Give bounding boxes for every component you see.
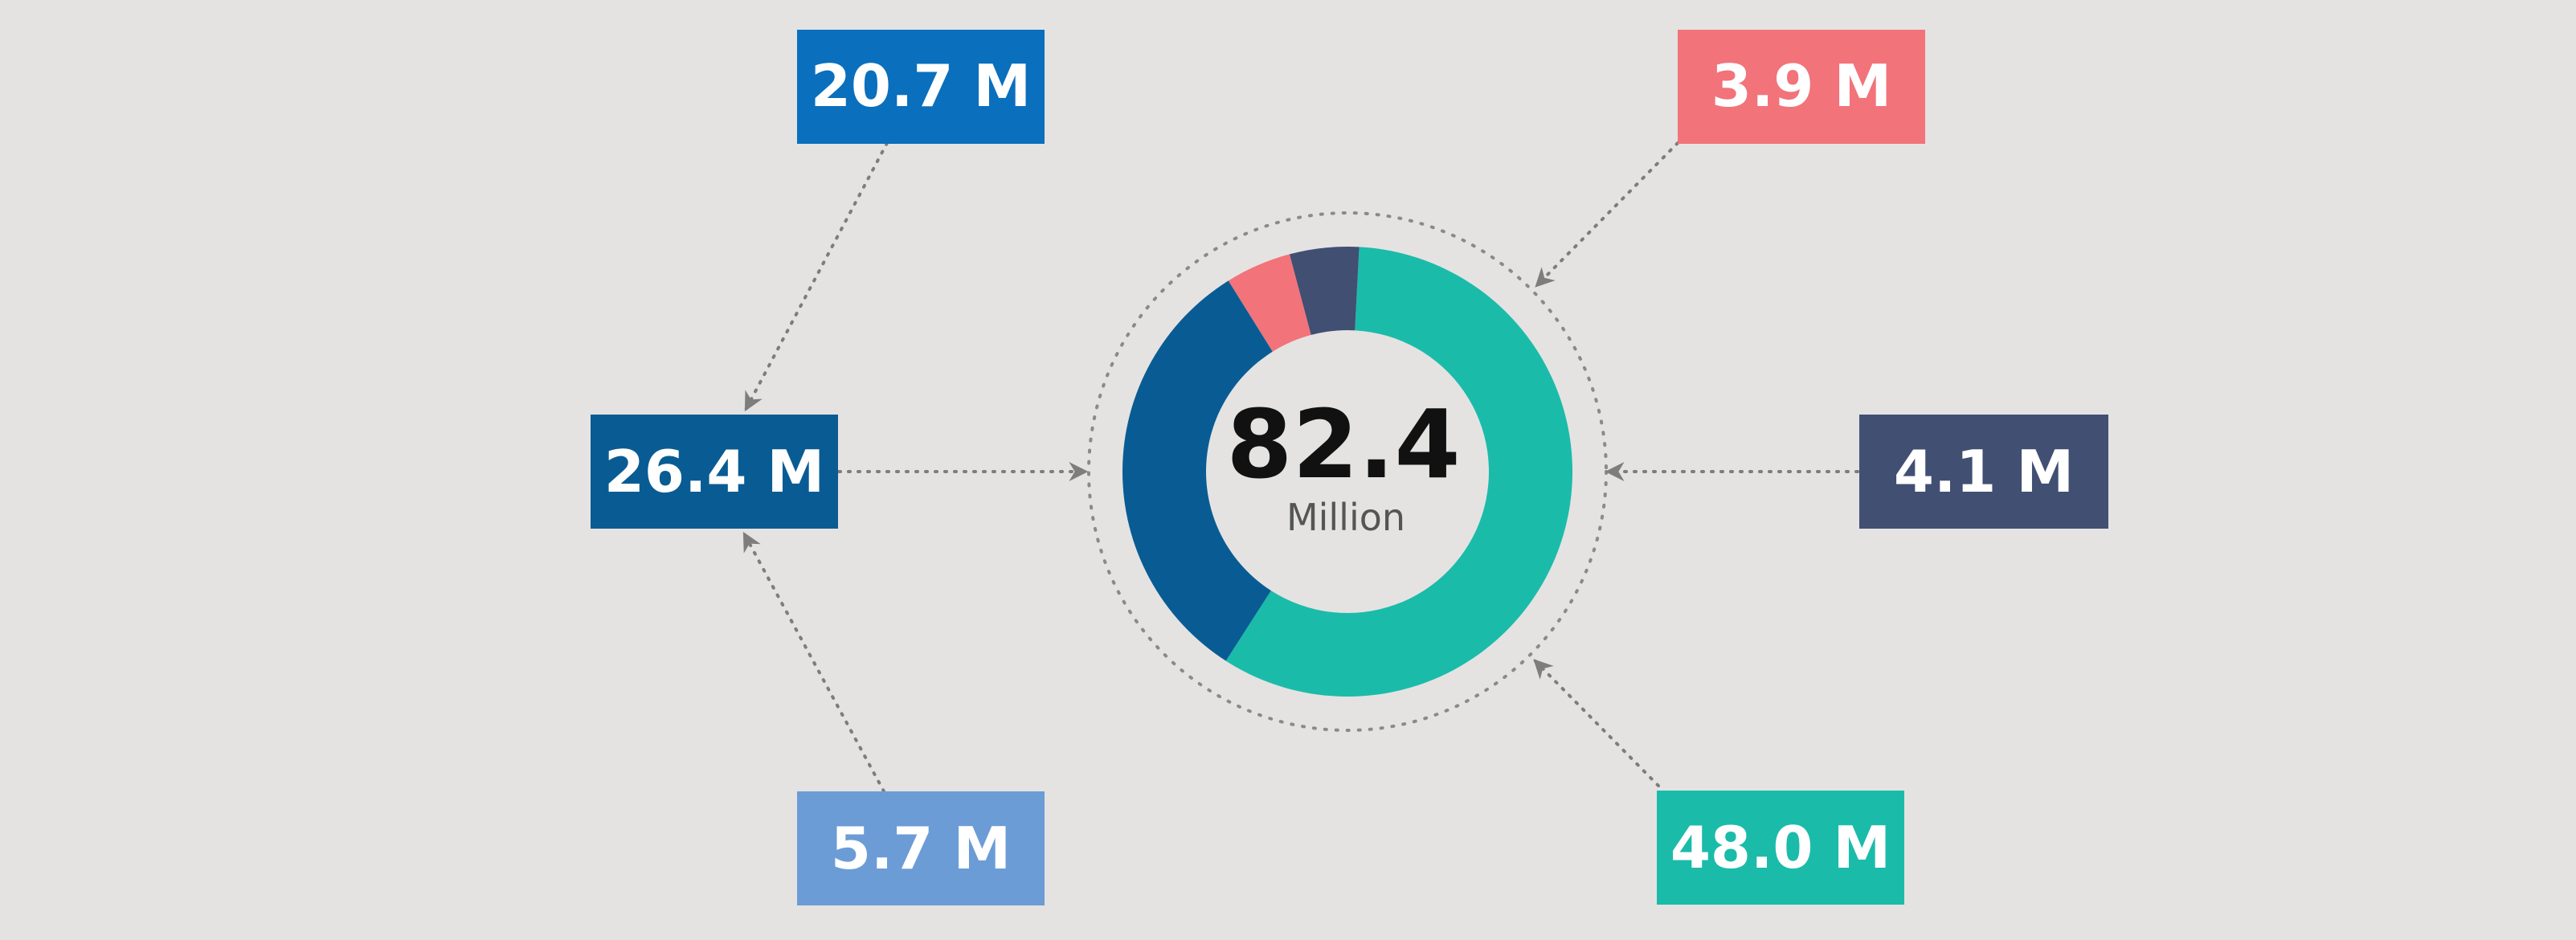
label-pink: 3.9 M — [1678, 30, 1925, 144]
donut-slice-teal — [1225, 247, 1572, 697]
label-value-teal: 48.0 M — [1670, 814, 1891, 881]
label-value-light-blue: 5.7 M — [831, 815, 1011, 882]
label-value-dark-blue: 20.7 M — [811, 52, 1031, 120]
label-box-pink — [1678, 30, 1925, 144]
donut-slice-pink — [1228, 254, 1311, 352]
connector-teal — [1533, 659, 1660, 787]
label-box-dark-blue — [797, 30, 1045, 144]
label-blue: 26.4 M — [591, 415, 838, 529]
total-value: 82.4 — [1226, 389, 1460, 500]
connectors — [742, 141, 1859, 793]
total-unit: Million — [1286, 496, 1405, 539]
label-light-blue: 5.7 M — [797, 791, 1045, 905]
label-dark-blue: 20.7 M — [797, 30, 1045, 144]
donut-slice-navy — [1289, 247, 1360, 335]
donut-slices — [1122, 247, 1572, 697]
label-box-light-blue — [797, 791, 1045, 905]
connector-light-blue — [742, 531, 885, 793]
label-box-navy — [1859, 415, 2108, 529]
label-value-navy: 4.1 M — [1894, 438, 2074, 505]
connector-pink — [1535, 141, 1679, 288]
label-box-teal — [1657, 791, 1904, 905]
label-teal: 48.0 M — [1657, 791, 1904, 905]
connector-dark-blue — [744, 141, 889, 412]
donut-slice-blue — [1122, 280, 1273, 661]
label-value-pink: 3.9 M — [1711, 52, 1891, 120]
label-box-blue — [591, 415, 838, 529]
label-navy: 4.1 M — [1859, 415, 2108, 529]
label-value-blue: 26.4 M — [604, 438, 824, 505]
